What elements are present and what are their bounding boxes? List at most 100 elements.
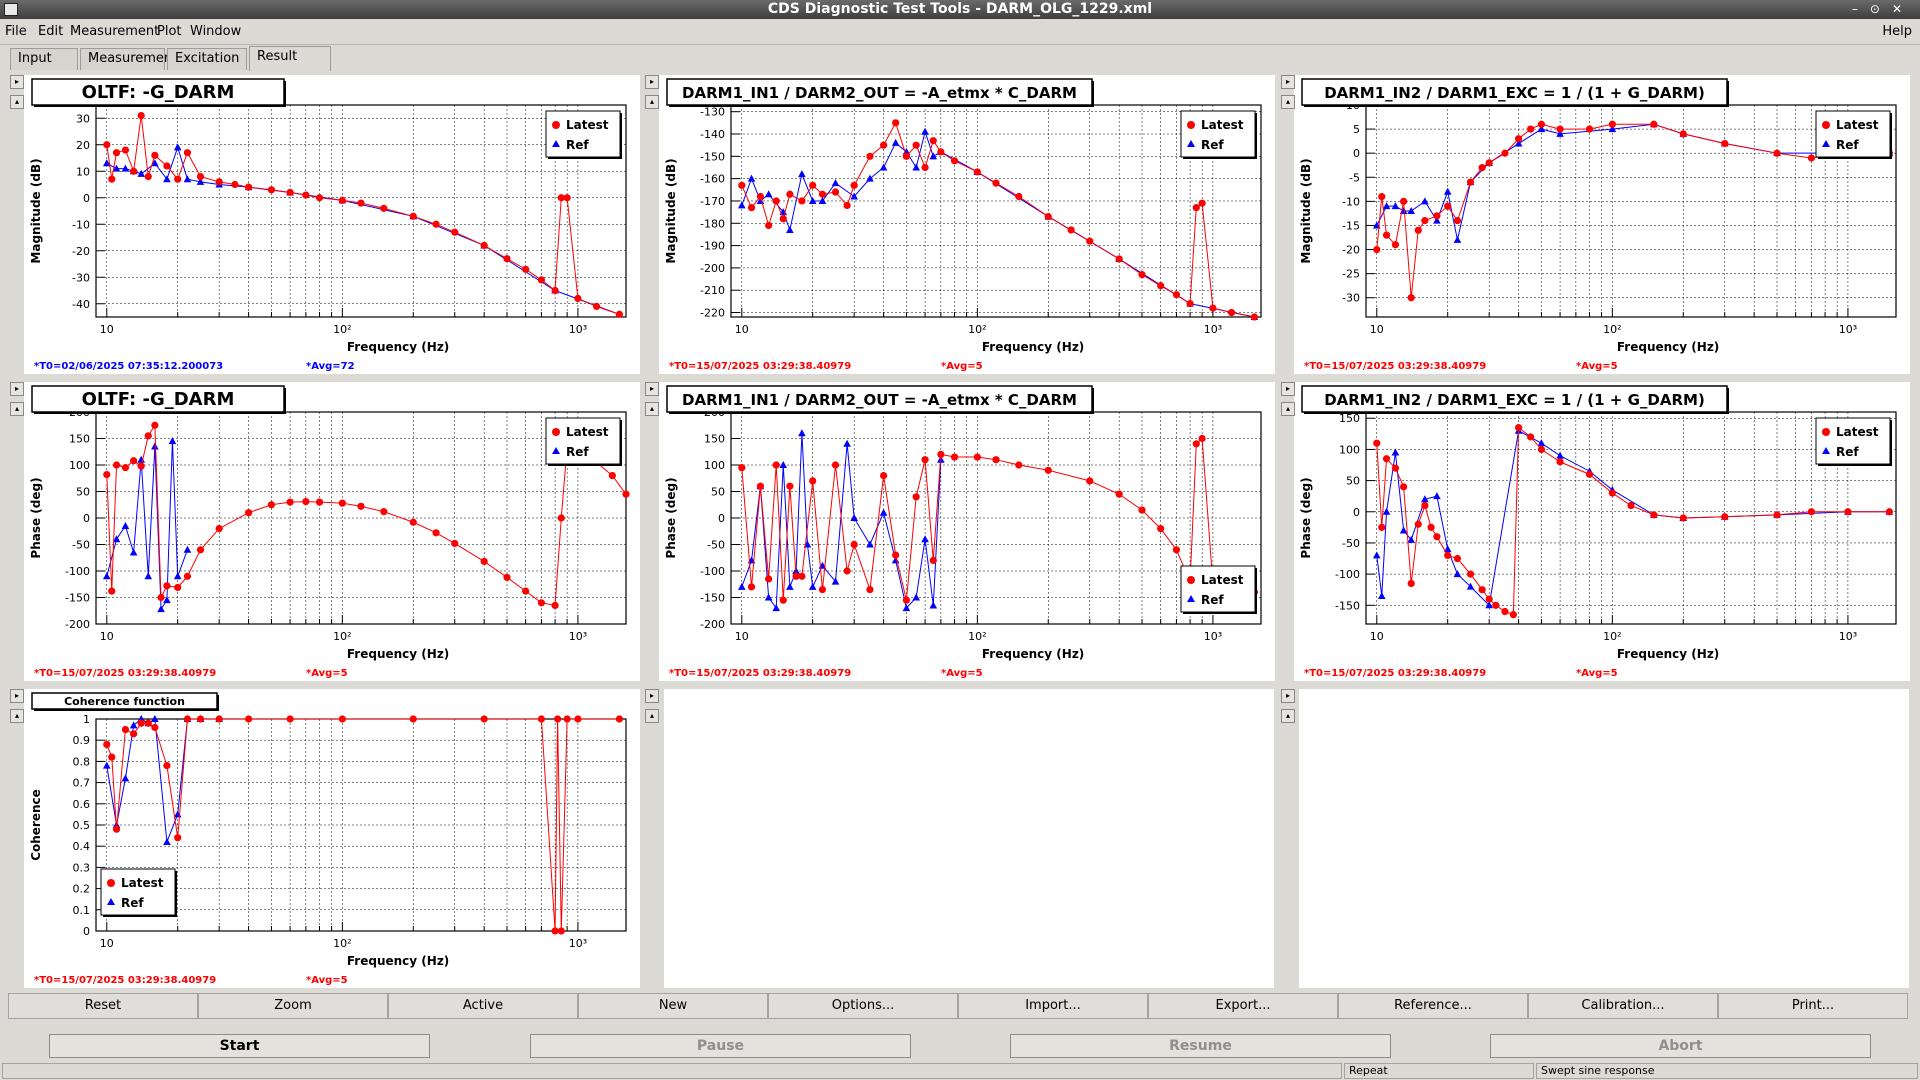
t0-stamp: *T0=15/07/2025 03:29:38.40979 bbox=[669, 668, 851, 679]
y-tick-label: -100 bbox=[65, 565, 90, 578]
pad-toggle-button[interactable]: ▸ bbox=[645, 75, 659, 89]
active-button[interactable]: Active bbox=[388, 993, 578, 1019]
legend-ref-label: Ref bbox=[566, 445, 589, 459]
pad-collapse-button[interactable]: ▴ bbox=[645, 709, 659, 723]
menu-file[interactable]: File bbox=[5, 24, 27, 39]
latest-point bbox=[792, 572, 800, 580]
pad-toggle-button[interactable]: ▸ bbox=[10, 689, 24, 703]
latest-point bbox=[537, 715, 546, 723]
pad-collapse-button[interactable]: ▴ bbox=[645, 95, 659, 109]
pad-toggle-button[interactable]: ▸ bbox=[645, 382, 659, 396]
print-button[interactable]: Print... bbox=[1718, 993, 1908, 1019]
latest-point bbox=[1773, 149, 1781, 157]
export-button[interactable]: Export... bbox=[1148, 993, 1338, 1019]
tab-excitation[interactable]: Excitation bbox=[167, 48, 247, 70]
tab-result[interactable]: Result bbox=[249, 46, 331, 71]
latest-point bbox=[231, 180, 239, 189]
ref-point bbox=[772, 604, 781, 612]
legend-latest-label: Latest bbox=[1836, 118, 1879, 132]
latest-point bbox=[409, 212, 417, 220]
latest-point bbox=[921, 456, 929, 464]
ref-point bbox=[866, 174, 874, 182]
ref-point bbox=[747, 174, 756, 182]
plot-pad-4[interactable]: 200150100500-50-100-150-2001010²10³Frequ… bbox=[24, 382, 640, 681]
pad-collapse-button[interactable]: ▴ bbox=[1281, 709, 1295, 723]
start-button[interactable]: Start bbox=[49, 1034, 430, 1058]
ref-point bbox=[1537, 439, 1546, 447]
reference-button[interactable]: Reference... bbox=[1338, 993, 1528, 1019]
plot-pad-2[interactable]: -130 -140 -150 -160 -170 -180 -190 -200 -210 -220… bbox=[659, 75, 1275, 374]
latest-point bbox=[929, 137, 937, 145]
plot-svg: 150 100 50 0 -50 -100 -150 10 10² 10³ Frequency (H… bbox=[1299, 385, 1897, 679]
tab-measurement[interactable]: Measurement bbox=[80, 48, 177, 70]
legend-latest-label: Latest bbox=[1836, 425, 1879, 439]
new-button[interactable]: New bbox=[578, 993, 768, 1019]
x-axis-label: Frequency (Hz) bbox=[982, 340, 1084, 354]
menu-window[interactable]: Window bbox=[190, 24, 242, 39]
latest-point bbox=[809, 181, 817, 189]
zoom-button[interactable]: Zoom bbox=[198, 993, 388, 1019]
ref-point bbox=[151, 442, 159, 450]
latest-point bbox=[1378, 523, 1386, 531]
calibration-button[interactable]: Calibration... bbox=[1528, 993, 1718, 1019]
import-button[interactable]: Import... bbox=[958, 993, 1148, 1019]
menu-plot[interactable]: Plot bbox=[157, 24, 182, 39]
latest-point bbox=[267, 501, 276, 509]
empty-pad-8[interactable] bbox=[664, 689, 1274, 988]
pad-collapse-button[interactable]: ▴ bbox=[10, 95, 24, 109]
options-button[interactable]: Options... bbox=[768, 993, 958, 1019]
menu-help[interactable]: Help bbox=[1882, 24, 1912, 39]
reset-button[interactable]: Reset bbox=[8, 993, 198, 1019]
y-tick-label: 0.8 bbox=[73, 755, 91, 768]
pad-collapse-button[interactable]: ▴ bbox=[645, 402, 659, 416]
plot-pad-6[interactable]: 150 100 50 0 -50 -100 -150 10 10² 10³ Frequency (H… bbox=[1294, 382, 1910, 681]
ref-point bbox=[737, 201, 746, 209]
latest-point bbox=[286, 715, 294, 723]
legend-ref-marker bbox=[1187, 140, 1195, 147]
plot-pad-5[interactable]: 200150100500-50-100-150-2001010²10³Frequ… bbox=[659, 382, 1275, 681]
legend-ref-marker bbox=[1187, 595, 1195, 602]
latest-point bbox=[137, 462, 145, 470]
latest-point bbox=[1501, 607, 1509, 616]
resume-button[interactable]: Resume bbox=[1010, 1034, 1391, 1058]
menu-measurement[interactable]: Measurement bbox=[70, 24, 160, 39]
legend-latest-marker bbox=[552, 428, 560, 436]
pad-toggle-button[interactable]: ▸ bbox=[10, 75, 24, 89]
avg-stamp: *Avg=5 bbox=[306, 975, 348, 986]
pad-toggle-button[interactable]: ▸ bbox=[1281, 689, 1295, 703]
x-tick-label: 10² bbox=[333, 323, 351, 336]
y-tick-label: 0.7 bbox=[73, 777, 91, 790]
plot-pad-7[interactable]: 1 0.9 0.8 0.7 0.6 0.5 0.4 0.3 0.2 0.1 0 10 10² 10³ Fre… bbox=[24, 689, 640, 988]
empty-pad-9[interactable] bbox=[1299, 689, 1909, 988]
menu-edit[interactable]: Edit bbox=[38, 24, 64, 39]
latest-point bbox=[772, 461, 780, 469]
pad-toggle-button[interactable]: ▸ bbox=[10, 382, 24, 396]
ref-point bbox=[737, 582, 746, 590]
latest-point bbox=[798, 572, 806, 580]
y-tick-label: -220 bbox=[700, 307, 725, 320]
pad-collapse-button[interactable]: ▴ bbox=[1281, 95, 1295, 109]
pad-collapse-button[interactable]: ▴ bbox=[10, 402, 24, 416]
latest-point bbox=[1227, 308, 1236, 317]
latest-point bbox=[1492, 601, 1500, 609]
latest-point bbox=[1378, 192, 1386, 201]
pad-toggle-button[interactable]: ▸ bbox=[1281, 75, 1295, 89]
abort-button[interactable]: Abort bbox=[1490, 1034, 1871, 1058]
x-axis-label: Frequency (Hz) bbox=[982, 647, 1084, 661]
latest-point bbox=[1421, 217, 1429, 225]
plot-pad-1[interactable]: 30 20 10 0 -10 -20 -30 -40 10 10² 10³ Frequency (Hz… bbox=[24, 75, 640, 374]
y-tick-label: 50 bbox=[711, 486, 725, 499]
latest-point bbox=[779, 215, 787, 223]
pad-collapse-button[interactable]: ▴ bbox=[10, 709, 24, 723]
latest-point bbox=[747, 204, 756, 212]
pad-toggle-button[interactable]: ▸ bbox=[1281, 382, 1295, 396]
ref-point bbox=[902, 604, 911, 612]
pad-collapse-button[interactable]: ▴ bbox=[1281, 402, 1295, 416]
latest-point bbox=[973, 168, 981, 176]
window-controls[interactable]: –⊙✕ bbox=[1851, 2, 1914, 16]
pause-button[interactable]: Pause bbox=[530, 1034, 911, 1058]
tab-input[interactable]: Input bbox=[10, 48, 78, 70]
pad-toggle-button[interactable]: ▸ bbox=[645, 689, 659, 703]
x-tick-label: 10² bbox=[333, 630, 351, 643]
